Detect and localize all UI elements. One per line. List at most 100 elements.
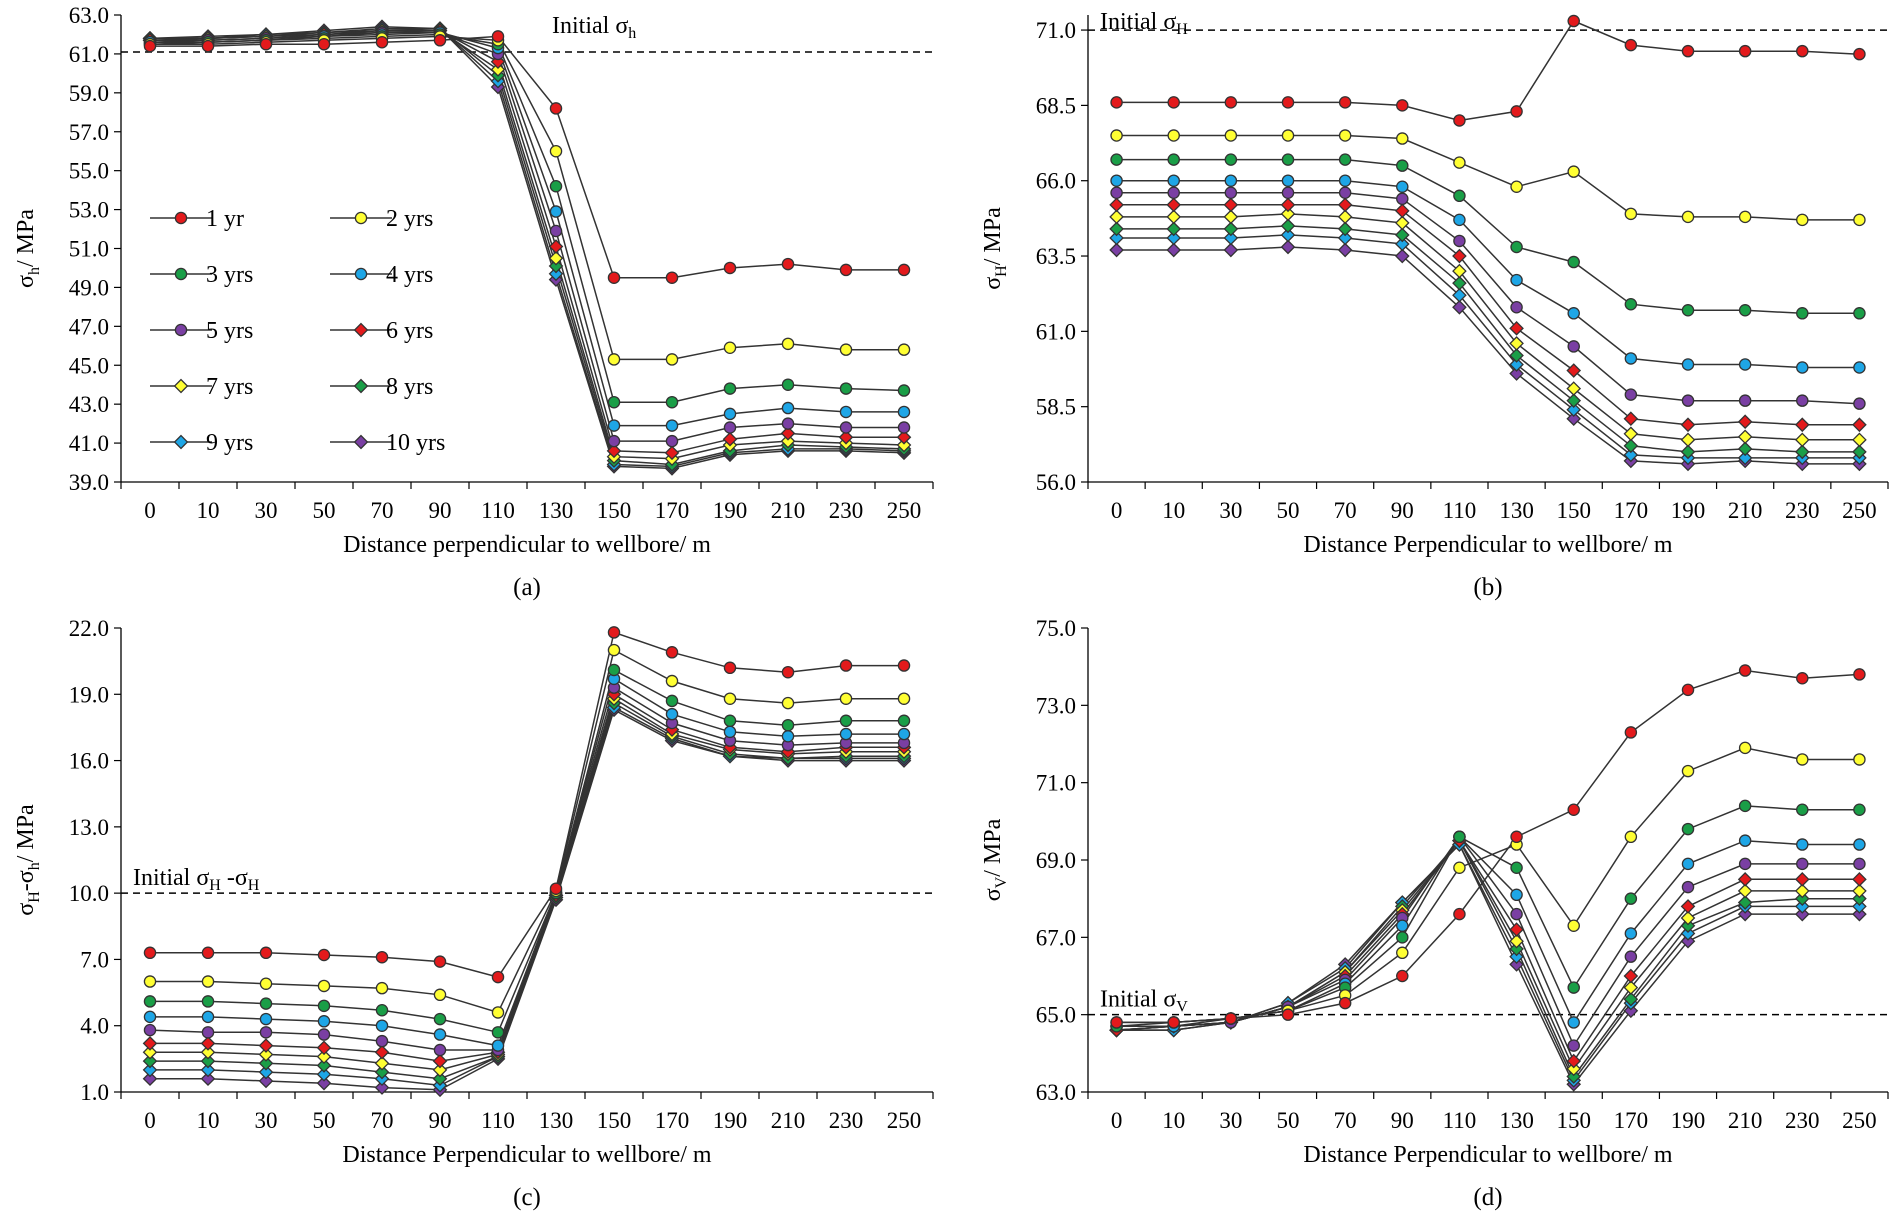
legend-label: 5 yrs xyxy=(206,318,253,344)
series-line-9-yrs xyxy=(1116,234,1860,459)
x-tick-label: 110 xyxy=(481,1108,515,1133)
legend-item: 8 yrs xyxy=(330,374,433,400)
y-tick-label: 56.0 xyxy=(1036,470,1076,495)
data-point xyxy=(1737,895,1753,910)
data-point xyxy=(1281,174,1295,187)
y-tick-label: 51.0 xyxy=(69,237,109,262)
data-point xyxy=(897,263,911,277)
data-point xyxy=(1510,180,1523,193)
data-point xyxy=(1394,227,1410,243)
data-point xyxy=(1738,834,1752,847)
series-markers-6-yrs xyxy=(1109,833,1867,1069)
data-point xyxy=(1794,891,1810,906)
chart-panel-b: 56.0 58.5 61.0 63.5 66.0 68.5 71.0 0 10 30 50 70 90 1… xyxy=(980,9,1889,601)
data-point xyxy=(1852,906,1867,922)
data-point xyxy=(1680,417,1696,433)
chart-caption: (a) xyxy=(513,574,541,601)
series-markers-6-yrs xyxy=(142,23,912,461)
x-tick-label: 210 xyxy=(771,498,806,523)
y-tick-label: 63.5 xyxy=(1036,244,1076,269)
data-point xyxy=(259,1012,273,1026)
x-tick-label: 150 xyxy=(597,1108,632,1133)
data-point xyxy=(549,102,563,115)
data-point xyxy=(549,205,563,218)
data-point xyxy=(201,39,215,53)
data-point xyxy=(1109,197,1124,213)
data-point xyxy=(665,419,679,432)
y-tick-label: 66.0 xyxy=(1036,169,1076,194)
data-point xyxy=(1166,230,1182,246)
data-point xyxy=(1567,340,1580,353)
data-point xyxy=(316,1067,332,1082)
y-tick-label: 61.0 xyxy=(1036,319,1076,344)
data-point xyxy=(433,1043,447,1057)
x-tick-label: 50 xyxy=(313,498,336,523)
data-point xyxy=(665,395,679,409)
data-point xyxy=(1567,981,1580,994)
x-tick-label: 30 xyxy=(255,1108,278,1133)
data-point xyxy=(1453,861,1466,874)
data-point xyxy=(1453,830,1466,844)
legend-item: 9 yrs xyxy=(150,430,253,456)
data-point xyxy=(665,353,679,366)
y-tick-label: 45.0 xyxy=(69,353,109,378)
series-markers-1-yr xyxy=(1110,664,1866,1029)
data-point xyxy=(433,1028,447,1041)
x-tick-label: 110 xyxy=(1443,1108,1477,1133)
data-point xyxy=(665,694,679,708)
x-tick-label: 170 xyxy=(655,1108,690,1133)
data-point xyxy=(1509,941,1524,957)
data-point xyxy=(1737,883,1753,899)
data-point xyxy=(1223,209,1239,225)
data-point xyxy=(723,341,737,354)
data-point xyxy=(1338,153,1352,166)
x-tick-label: 70 xyxy=(1334,498,1357,523)
initial-stress-label: Initial σH xyxy=(1100,9,1188,38)
data-point xyxy=(1166,221,1182,237)
data-point xyxy=(1681,764,1695,778)
series-markers-8-yrs xyxy=(1109,833,1867,1084)
data-point xyxy=(1737,906,1753,922)
x-tick-label: 70 xyxy=(371,498,394,523)
data-point xyxy=(1223,242,1239,258)
data-point xyxy=(1566,1061,1582,1077)
data-point xyxy=(1796,44,1809,58)
data-point xyxy=(664,445,680,461)
data-point xyxy=(1110,153,1123,166)
data-point xyxy=(1737,872,1753,887)
x-tick-label: 230 xyxy=(829,1108,864,1133)
y-tick-label: 47.0 xyxy=(69,314,109,339)
data-point xyxy=(1453,234,1466,248)
legend-marker xyxy=(174,211,188,225)
data-point xyxy=(1853,753,1866,766)
data-point xyxy=(200,1044,216,1060)
legend-item: 2 yrs xyxy=(330,206,433,232)
data-point xyxy=(1566,411,1582,427)
data-point xyxy=(258,1038,274,1053)
data-point xyxy=(259,977,273,990)
data-point xyxy=(1510,240,1523,254)
data-point xyxy=(1853,213,1866,227)
data-point xyxy=(607,419,621,432)
data-point xyxy=(1452,287,1467,303)
data-point xyxy=(897,692,911,705)
data-point xyxy=(607,643,621,657)
y-tick-label: 41.0 xyxy=(69,431,109,456)
data-point xyxy=(374,1080,390,1095)
series-line-3-yrs xyxy=(150,668,904,1034)
series-markers-4-yrs xyxy=(143,26,911,432)
data-point xyxy=(1624,38,1638,52)
data-point xyxy=(1396,946,1409,960)
data-point xyxy=(1510,273,1523,287)
chart-caption: (c) xyxy=(513,1184,541,1211)
data-point xyxy=(1680,918,1696,934)
data-point xyxy=(1509,321,1524,336)
data-point xyxy=(549,224,563,238)
data-point xyxy=(433,34,447,47)
series-line-5-yrs xyxy=(149,686,904,1051)
data-point xyxy=(1737,414,1753,430)
data-point xyxy=(316,1040,332,1056)
y-tick-label: 49.0 xyxy=(69,275,109,300)
data-point xyxy=(259,1026,273,1039)
data-point xyxy=(1109,242,1124,258)
